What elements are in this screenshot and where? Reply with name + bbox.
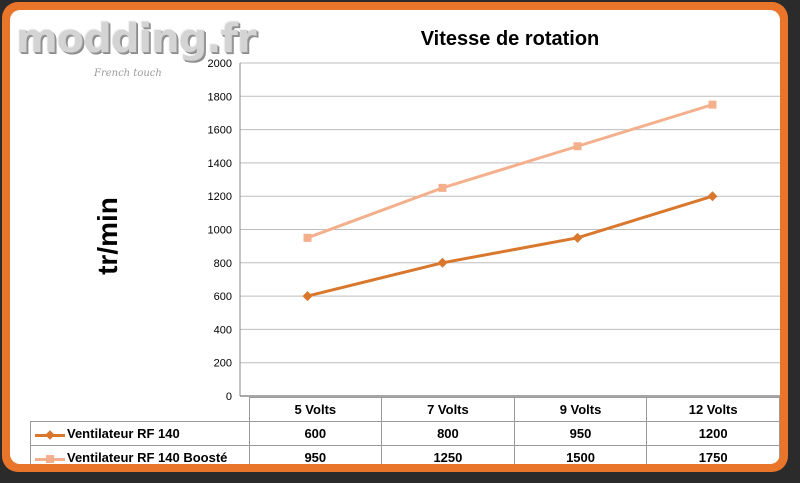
table-row: Ventilateur RF 140 Boosté 950 1250 1500 1750 xyxy=(30,445,780,464)
series-line-1 xyxy=(307,194,713,298)
x-category-label: 7 Volts xyxy=(381,397,515,422)
x-category-label: 5 Volts xyxy=(248,397,383,422)
logo-tagline: French touch xyxy=(94,68,162,79)
x-category-label: 9 Volts xyxy=(513,397,648,422)
data-value: 1750 xyxy=(646,445,780,464)
legend-label: Ventilateur RF 140 Boosté xyxy=(67,450,228,464)
data-value: 600 xyxy=(248,421,383,446)
data-value: 1200 xyxy=(646,421,780,446)
table-row: Ventilateur RF 140 600 800 950 1200 xyxy=(30,421,780,446)
y-tick-label: 400 xyxy=(214,324,232,336)
y-tick-label: 800 xyxy=(214,258,232,270)
logo-text: modding.fr xyxy=(16,16,257,62)
data-value: 1250 xyxy=(381,445,515,464)
legend-marker xyxy=(45,429,55,440)
site-logo: modding.fr French touch xyxy=(16,16,257,96)
chart-frame: modding.fr French touch Vitesse de rotat… xyxy=(2,2,788,472)
data-value: 800 xyxy=(381,421,515,446)
y-tick-label: 1200 xyxy=(208,191,232,203)
y-tick-label: 1600 xyxy=(208,125,232,137)
legend-swatch xyxy=(35,454,65,464)
y-tick-label: 0 xyxy=(226,391,232,403)
data-point xyxy=(437,257,448,268)
y-tick-label: 600 xyxy=(214,291,232,303)
y-tick-label: 1800 xyxy=(208,91,232,103)
legend-swatch xyxy=(35,429,65,440)
table-corner xyxy=(31,398,250,422)
data-table: 5 Volts 7 Volts 9 Volts 12 Volts Ventilateur… xyxy=(30,397,780,464)
y-tick-label: 1400 xyxy=(208,158,232,170)
x-category-label: 12 Volts xyxy=(646,397,780,422)
chart-title: Vitesse de rotation xyxy=(420,28,600,50)
data-value: 1500 xyxy=(513,445,648,464)
table-header-row: 5 Volts 7 Volts 9 Volts 12 Volts xyxy=(31,397,780,422)
data-point xyxy=(303,233,312,242)
y-tick-label: 200 xyxy=(214,358,232,370)
data-point xyxy=(302,291,313,302)
data-point xyxy=(438,183,447,192)
legend-label: Ventilateur RF 140 xyxy=(67,426,180,441)
line-chart: 0 200 400 600 800 1000 1200 1400 1600 1800 2000 xyxy=(208,58,780,403)
series-line-2 xyxy=(306,103,713,240)
data-value: 950 xyxy=(248,445,383,464)
legend-entry: Ventilateur RF 140 Boosté xyxy=(30,445,250,464)
y-tick-label: 1000 xyxy=(208,225,232,237)
y-tick-label: 2000 xyxy=(208,58,232,70)
legend-entry: Ventilateur RF 140 xyxy=(30,421,250,446)
data-value: 950 xyxy=(513,421,648,446)
data-point xyxy=(708,100,717,109)
data-point xyxy=(707,191,718,202)
chart-panel: modding.fr French touch Vitesse de rotat… xyxy=(10,10,780,464)
data-point xyxy=(572,232,583,243)
data-point xyxy=(573,142,582,151)
legend-marker xyxy=(46,454,54,463)
